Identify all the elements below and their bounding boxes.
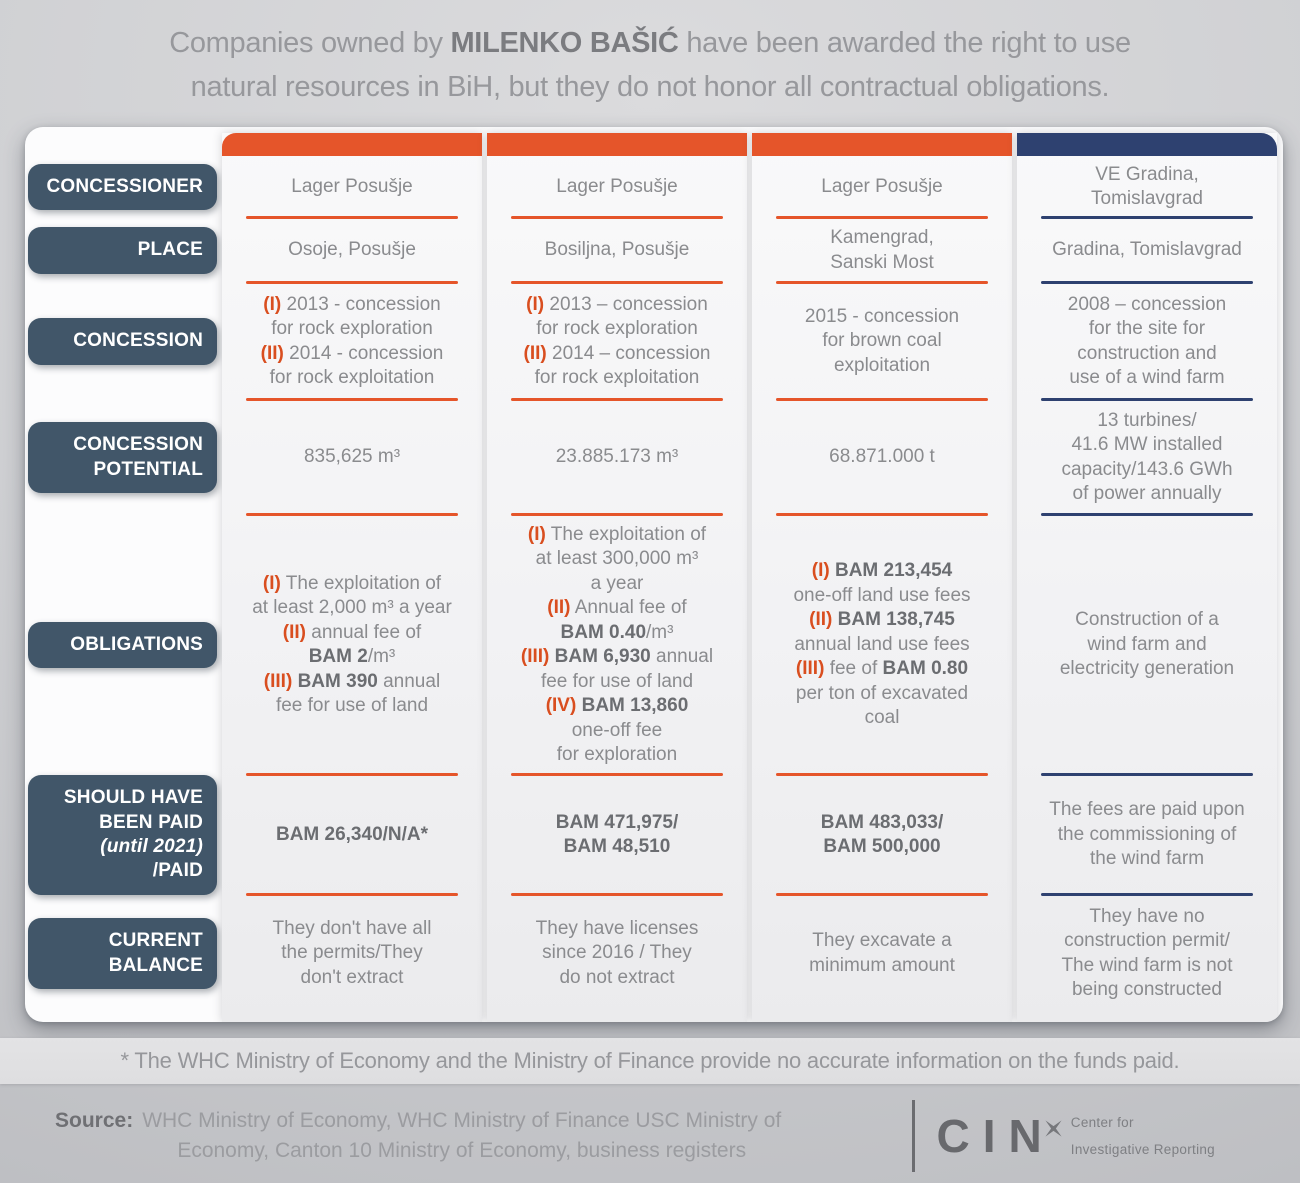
cell-concessioner: Lager Posušje bbox=[487, 156, 747, 219]
cell-concession: (I) 2013 - concession for rock explorati… bbox=[222, 283, 482, 401]
row-separator bbox=[776, 398, 988, 401]
source-text: WHC Ministry of Economy, WHC Ministry of… bbox=[142, 1108, 782, 1162]
cell-concessioner: VE Gradina, Tomislavgrad bbox=[1017, 156, 1277, 219]
cell-place: Kamengrad, Sanski Most bbox=[752, 218, 1012, 284]
row-separator bbox=[776, 281, 988, 284]
cell-concession-potential: 68.871.000 t bbox=[752, 400, 1012, 516]
source-block: Source: WHC Ministry of Economy, WHC Min… bbox=[55, 1106, 781, 1167]
row-separator bbox=[511, 513, 723, 516]
column-accent-bar bbox=[222, 133, 482, 156]
row-separator bbox=[776, 773, 988, 776]
row-separator bbox=[511, 893, 723, 896]
cell-concession: 2008 – concession for the site for const… bbox=[1017, 283, 1277, 401]
row-separator bbox=[511, 398, 723, 401]
cell-current-balance: They have licenses since 2016 / They do … bbox=[535, 917, 699, 988]
row-label-obligations: OBLIGATIONS bbox=[28, 621, 217, 669]
row-separator bbox=[246, 893, 458, 896]
row-separator bbox=[511, 281, 723, 284]
cin-wordmark: CIN bbox=[937, 1113, 1062, 1159]
row-separator bbox=[776, 893, 988, 896]
column-lager-posusje-kamengrad: Lager Posušje Kamengrad, Sanski Most 201… bbox=[752, 133, 1012, 1022]
cin-logo-divider bbox=[911, 1100, 915, 1172]
row-label-gutter: CONCESSIONER PLACE CONCESSION CONCESSION… bbox=[25, 133, 217, 1022]
row-separator bbox=[246, 281, 458, 284]
column-accent-bar bbox=[487, 133, 747, 156]
cell-concession-potential: 23.885.173 m³ bbox=[487, 400, 747, 516]
row-separator bbox=[1041, 513, 1253, 516]
cin-x-glyph bbox=[1044, 1099, 1063, 1145]
cell-should-have-been-paid: The fees are paid upon the commissioning… bbox=[1017, 775, 1277, 896]
cell-should-have-been-paid: BAM 26,340/N/A* bbox=[222, 775, 482, 896]
row-separator bbox=[1041, 773, 1253, 776]
footnote-band: * The WHC Ministry of Economy and the Mi… bbox=[0, 1038, 1300, 1084]
row-label-current-balance: CURRENT BALANCE bbox=[28, 918, 217, 989]
cell-obligations: (I) The exploitation of at least 2,000 m… bbox=[222, 515, 482, 776]
column-lager-posusje-bosiljna: Lager Posušje Bosiljna, Posušje (I) 2013… bbox=[487, 133, 747, 1022]
cell-current-balance: They have no construction permit/ The wi… bbox=[1061, 905, 1233, 1001]
footnote-text: * The WHC Ministry of Economy and the Mi… bbox=[120, 1048, 1180, 1073]
cell-concessioner: Lager Posušje bbox=[222, 156, 482, 219]
cell-concession: (I) 2013 – concession for rock explorati… bbox=[487, 283, 747, 401]
gutter-spacer bbox=[25, 133, 217, 156]
row-separator bbox=[1041, 398, 1253, 401]
cell-place: Osoje, Posušje bbox=[222, 218, 482, 284]
cell-current-balance: They don't have all the permits/They don… bbox=[272, 917, 432, 988]
cell-concession-potential: 835,625 m³ bbox=[222, 400, 482, 516]
row-separator bbox=[246, 398, 458, 401]
cell-place: Bosiljna, Posušje bbox=[487, 218, 747, 284]
row-label-concession: CONCESSION bbox=[28, 318, 217, 365]
row-separator bbox=[246, 216, 458, 219]
page-title: Companies owned by MILENKO BAŠIĆ have be… bbox=[169, 27, 1131, 103]
row-separator bbox=[1041, 216, 1253, 219]
cell-obligations: Construction of a wind farm and electric… bbox=[1017, 515, 1277, 776]
cell-place: Gradina, Tomislavgrad bbox=[1017, 218, 1277, 284]
source-label: Source: bbox=[55, 1108, 134, 1132]
concession-table: CONCESSIONER PLACE CONCESSION CONCESSION… bbox=[25, 127, 1283, 1022]
row-separator bbox=[246, 513, 458, 516]
footer: Source: WHC Ministry of Economy, WHC Min… bbox=[0, 1096, 1300, 1176]
cell-current-balance: They excavate a minimum amount bbox=[809, 930, 955, 976]
column-lager-posusje-osoje: Lager Posušje Osoje, Posušje (I) 2013 - … bbox=[222, 133, 482, 1022]
row-label-place: PLACE bbox=[28, 227, 217, 274]
row-separator bbox=[511, 216, 723, 219]
cell-concession: 2015 - concession for brown coal exploit… bbox=[752, 283, 1012, 401]
cell-concession-potential: 13 turbines/ 41.6 MW installed capacity/… bbox=[1017, 400, 1277, 516]
row-separator bbox=[776, 513, 988, 516]
column-accent-bar bbox=[752, 133, 1012, 156]
column-ve-gradina-tomislavgrad: VE Gradina, Tomislavgrad Gradina, Tomisl… bbox=[1017, 133, 1277, 1022]
row-label-concessioner: CONCESSIONER bbox=[28, 163, 217, 211]
cell-should-have-been-paid: BAM 471,975/ BAM 48,510 bbox=[487, 775, 747, 896]
row-separator bbox=[1041, 281, 1253, 284]
column-accent-bar bbox=[1017, 133, 1277, 156]
cin-tagline: Center for Investigative Reporting bbox=[1070, 1114, 1215, 1157]
cell-obligations: (I) The exploitation of at least 300,000… bbox=[487, 515, 747, 776]
row-separator bbox=[776, 216, 988, 219]
row-label-should-have-been-paid: SHOULD HAVE BEEN PAID (until 2021) /PAID bbox=[28, 775, 217, 895]
row-label-concession-potential: CONCESSION POTENTIAL bbox=[28, 422, 217, 493]
row-separator bbox=[1041, 893, 1253, 896]
cell-obligations: (I) BAM 213,454 one-off land use fees (I… bbox=[752, 515, 1012, 776]
cin-logo: CIN Center for Investigative Reporting bbox=[911, 1100, 1215, 1172]
row-separator bbox=[511, 773, 723, 776]
cell-should-have-been-paid: BAM 483,033/ BAM 500,000 bbox=[752, 775, 1012, 896]
cell-concessioner: Lager Posušje bbox=[752, 156, 1012, 219]
row-separator bbox=[246, 773, 458, 776]
